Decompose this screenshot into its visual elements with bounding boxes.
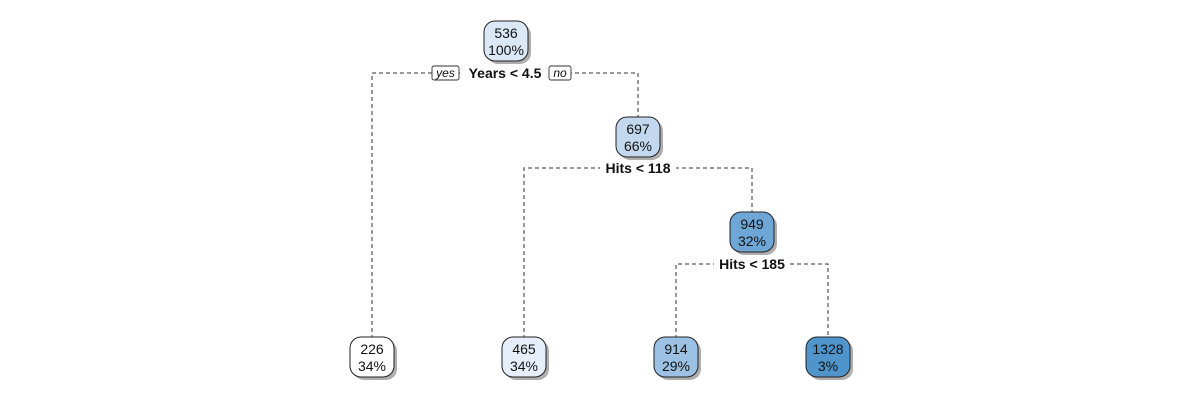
yes-branch-box <box>431 65 460 81</box>
split-s1: Years < 4.5 yes no <box>431 64 572 82</box>
node-percent: 29% <box>662 358 690 374</box>
split-condition-label: Hits < 185 <box>719 256 785 272</box>
node-percent: 100% <box>488 42 524 58</box>
no-branch-box <box>548 65 572 81</box>
node-box <box>483 20 529 62</box>
tree-nodes: 536100%22634%69766%46534%94932%91429%132… <box>349 20 853 380</box>
node-percent: 66% <box>624 138 652 154</box>
node-mean-value: 465 <box>512 341 536 357</box>
node-mean-value: 226 <box>360 341 384 357</box>
tree-edge-s1 <box>371 72 639 339</box>
node-percent: 34% <box>358 358 386 374</box>
no-branch-label: no <box>553 66 567 80</box>
split-condition-label: Hits < 118 <box>606 160 671 176</box>
node-box <box>729 211 775 253</box>
yes-branch-label: yes <box>435 66 455 80</box>
node-mean-value: 697 <box>626 121 650 137</box>
node-percent: 3% <box>818 358 838 374</box>
node-box <box>615 116 661 158</box>
node-box <box>653 336 699 378</box>
node-mean-value: 1328 <box>812 341 843 357</box>
split-s2: Hits < 118 <box>600 159 676 177</box>
node-box <box>501 336 547 378</box>
node-box <box>349 336 395 378</box>
tree-edge-s3 <box>675 263 829 339</box>
node-percent: 34% <box>510 358 538 374</box>
tree-edges <box>371 72 829 339</box>
tree-edge-s2 <box>523 167 753 339</box>
split-condition-label: Years < 4.5 <box>469 65 542 81</box>
split-label-background <box>714 255 790 273</box>
split-s3: Hits < 185 <box>714 255 790 273</box>
split-label-background <box>600 159 676 177</box>
node-percent: 32% <box>738 233 766 249</box>
node-box <box>805 336 851 378</box>
split-label-background <box>461 64 549 82</box>
tree-split-labels: Years < 4.5 yes no Hits < 118 Hits < 185 <box>431 64 790 273</box>
node-mean-value: 914 <box>664 341 688 357</box>
node-mean-value: 536 <box>494 25 518 41</box>
node-mean-value: 949 <box>740 216 764 232</box>
